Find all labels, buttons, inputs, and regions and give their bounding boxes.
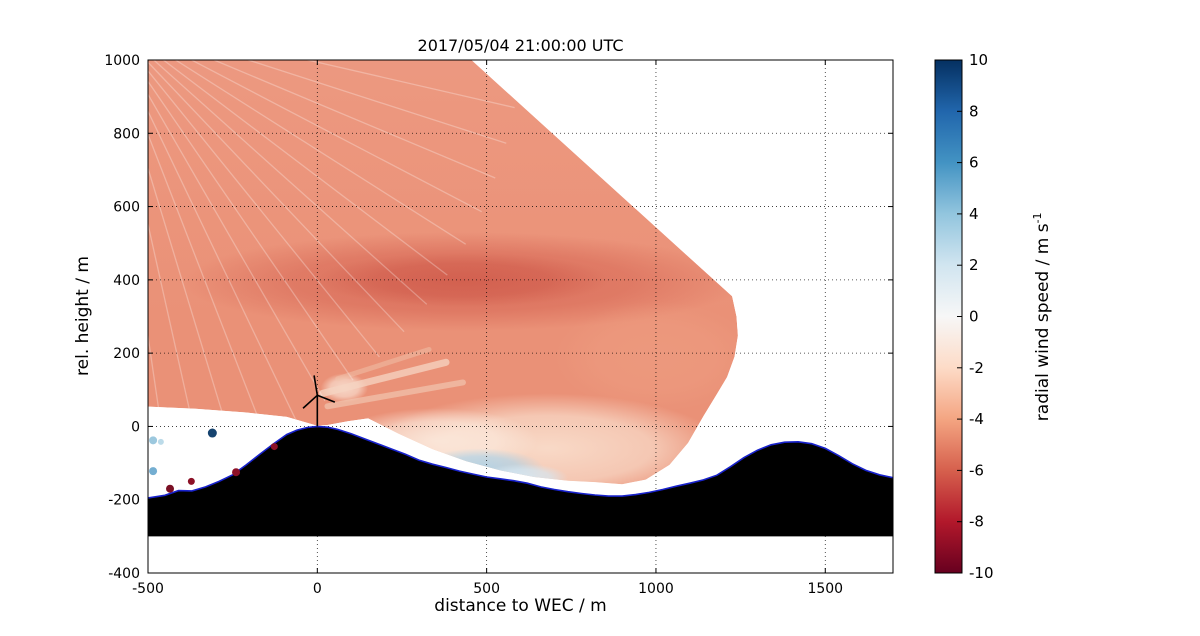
y-tick-label: -200 <box>108 493 140 509</box>
colorbar-label: radial wind speed / m s-1 <box>1031 187 1053 447</box>
colorbar-tick-label: 10 <box>969 51 988 69</box>
x-tick-label: 1500 <box>807 581 843 597</box>
y-tick-label: 400 <box>113 273 140 289</box>
wake-streak <box>335 346 432 382</box>
y-tick-label: 800 <box>113 126 140 142</box>
beam-streak <box>148 60 380 358</box>
colorbar-tick-label: -10 <box>969 564 994 582</box>
beam-streak <box>148 60 168 465</box>
beam-streak <box>148 60 354 381</box>
colorbar-tick-label: -2 <box>969 359 984 377</box>
scatter-point <box>149 436 158 445</box>
scatter-point <box>157 438 164 445</box>
beam-streak <box>148 60 428 305</box>
terrain-silhouette <box>148 426 893 537</box>
scatter-points <box>149 428 278 493</box>
beam-streak <box>148 60 405 333</box>
terrain <box>148 425 893 537</box>
y-tick-label: 600 <box>113 200 140 216</box>
colorbar-tick-label: 4 <box>969 205 979 223</box>
colorbar-tick-label: 2 <box>969 256 979 274</box>
colorbar-tick-label: 8 <box>969 102 979 120</box>
beam-streak <box>148 60 448 276</box>
scatter-point <box>166 484 175 493</box>
beam-streak <box>148 60 482 213</box>
plot-title: 2017/05/04 21:00:00 UTC <box>417 36 624 55</box>
colorbar-label-exponent: -1 <box>1031 212 1045 224</box>
beam-streak <box>148 60 266 435</box>
x-axis-label: distance to WEC / m <box>434 596 607 616</box>
terrain-line <box>148 425 893 499</box>
plot-border <box>147 59 894 574</box>
scatter-point <box>207 428 217 438</box>
colorbar-label-text: radial wind speed / m s <box>1032 223 1053 422</box>
y-tick-label: 1000 <box>104 53 140 69</box>
x-tick-label: 500 <box>473 581 500 597</box>
colorbar-tick-label: -4 <box>969 410 984 428</box>
scatter-point <box>232 468 241 477</box>
colorbar-tick-label: -6 <box>969 461 984 479</box>
scatter-point <box>187 477 195 485</box>
beam-streak <box>148 60 496 179</box>
colorbar-tick-label: 6 <box>969 154 979 172</box>
scan-feature <box>317 252 609 308</box>
wake-streak <box>318 358 450 397</box>
scatter-point <box>149 467 158 476</box>
beam-streak <box>148 60 234 448</box>
wind-turbine <box>302 375 336 427</box>
y-tick-label: 0 <box>131 419 140 435</box>
y-axis-label: rel. height / m <box>73 256 93 376</box>
beam-streak <box>148 60 201 458</box>
y-tick-label: -400 <box>108 566 140 582</box>
beam-streak <box>148 60 515 109</box>
colorbar-tick-label: -8 <box>969 513 984 531</box>
wake-streak <box>324 379 466 410</box>
axis-ticks: -500 0 500 1000 1500 -400 -200 0 200 400 600 800 100… <box>104 53 893 597</box>
colorbar-tick-label: 0 <box>969 308 979 326</box>
x-tick-label: 1000 <box>638 581 674 597</box>
y-tick-label: 200 <box>113 346 140 362</box>
x-tick-label: 0 <box>313 581 322 597</box>
scatter-point <box>270 443 278 451</box>
beam-streak <box>148 60 507 144</box>
beam-streak <box>148 60 467 245</box>
colorbar: 10 8 6 4 2 0 -2 -4 -6 -8 -10 <box>934 51 994 582</box>
x-tick-label: -500 <box>132 581 164 597</box>
beam-streak <box>148 60 296 420</box>
